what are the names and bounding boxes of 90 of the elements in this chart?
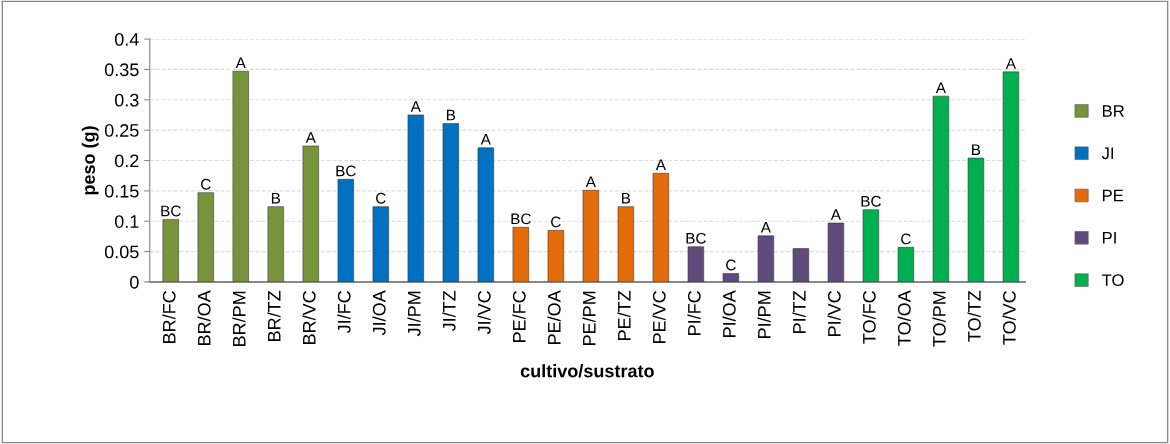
bar (442, 123, 459, 282)
bar (757, 235, 775, 282)
x-tick-label: JI/TZ (442, 290, 456, 332)
legend-label: TO (1101, 274, 1124, 287)
bar (792, 248, 810, 282)
data-label: C (901, 233, 911, 245)
x-tick-label: PE/FC (512, 290, 526, 342)
bar (827, 222, 845, 282)
bar (302, 145, 319, 282)
x-tick-label: JI/PM (407, 291, 421, 337)
data-label: A (655, 159, 666, 171)
y-tick-label: 0.4 (114, 33, 139, 46)
data-label: B (972, 144, 981, 155)
data-label: C (376, 192, 386, 204)
bar (197, 192, 214, 282)
bar (932, 95, 950, 282)
data-label: C (551, 216, 561, 228)
bar (617, 206, 634, 282)
x-tick-label: TO/PM (932, 291, 946, 347)
data-label: C (201, 178, 211, 190)
y-tick-label: 0.25 (104, 124, 139, 137)
data-label: A (1005, 58, 1016, 69)
data-label: A (235, 57, 246, 69)
x-tick-label: JI/OA (372, 290, 386, 336)
bar (372, 206, 389, 282)
bar (162, 219, 179, 282)
x-tick-label: PI/OA (722, 290, 736, 337)
data-label: BC (686, 232, 706, 244)
data-label: BC (861, 195, 881, 207)
x-tick-label: PI/FC (687, 290, 701, 335)
x-tick-label: PE/VC (652, 290, 666, 343)
data-label: A (305, 132, 316, 143)
x-tick-label: TO/VC (1002, 290, 1016, 345)
x-tick-label: PE/OA (547, 290, 561, 344)
x-tick-label: TO/FC (862, 290, 876, 344)
y-tick-label: 0.1 (114, 215, 139, 228)
x-tick-label: JI/VC (477, 290, 491, 335)
bar (967, 157, 985, 282)
y-axis-title: peso (g) (81, 126, 99, 195)
x-tick-label: BR/TZ (267, 290, 281, 341)
bar (862, 209, 880, 282)
x-tick-label: BR/VC (302, 290, 316, 344)
bar (652, 172, 670, 282)
x-tick-label: PI/TZ (792, 290, 806, 333)
legend-label: JI (1101, 147, 1114, 160)
bar (1002, 71, 1020, 282)
bar (512, 227, 529, 282)
data-label: BC (511, 213, 531, 225)
x-tick-label: BR/FC (162, 290, 176, 343)
x-axis-title: cultivo/sustrato (520, 364, 654, 378)
y-tick-label: 0.2 (114, 154, 139, 168)
data-label: A (410, 101, 421, 112)
x-tick-label: TO/OA (897, 290, 911, 346)
y-tick-label: 0.05 (104, 245, 139, 259)
x-tick-label: PI/VC (827, 290, 841, 336)
x-tick-label: JI/FC (337, 290, 351, 334)
x-tick-label: BR/OA (197, 290, 211, 345)
data-label: B (271, 192, 281, 204)
x-tick-label: PI/PM (757, 291, 771, 338)
bar (267, 206, 284, 282)
legend-label: BR (1102, 105, 1124, 117)
bar (722, 273, 740, 282)
bar (687, 246, 705, 282)
data-label: B (446, 109, 456, 121)
x-tick-label: PE/TZ (617, 290, 631, 340)
x-tick-label: TO/TZ (967, 290, 981, 342)
bar (232, 70, 249, 282)
data-label: A (480, 134, 491, 145)
bar (407, 114, 424, 282)
legend-label: PI (1102, 232, 1116, 244)
data-label: C (726, 259, 736, 271)
legend-label: PE (1102, 189, 1124, 202)
bar (547, 230, 564, 282)
data-label: BC (336, 165, 356, 177)
data-label: A (585, 176, 596, 188)
bar (582, 189, 599, 282)
data-label: A (760, 222, 771, 233)
y-tick-label: 0.15 (104, 184, 139, 198)
bar (337, 179, 354, 282)
data-label: A (830, 209, 841, 220)
y-tick-label: 0.3 (114, 93, 139, 107)
data-label: A (935, 82, 946, 93)
x-tick-label: PE/PM (582, 291, 596, 345)
bar (477, 147, 494, 282)
bar (897, 247, 915, 282)
data-label: B (622, 192, 631, 204)
x-tick-label: BR/PM (232, 291, 246, 346)
y-tick-label: 0 (130, 275, 139, 289)
y-tick-label: 0.35 (104, 63, 139, 77)
data-label: BC (161, 205, 181, 217)
